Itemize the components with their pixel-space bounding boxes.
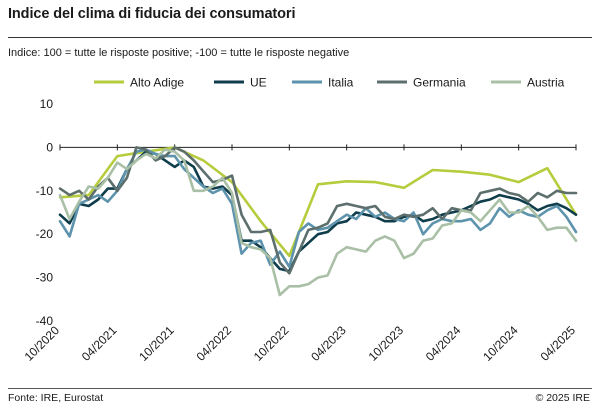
y-tick-label: -20 xyxy=(36,227,54,241)
x-tick-label: 04/2022 xyxy=(194,323,235,364)
series-line-italia xyxy=(58,148,578,269)
copyright-note: © 2025 IRE xyxy=(535,392,590,404)
y-tick-label: -10 xyxy=(36,184,54,198)
y-tick-label: -30 xyxy=(36,271,54,285)
y-tick-label: -40 xyxy=(36,314,54,328)
source-note: Fonte: IRE, Eurostat xyxy=(8,392,104,404)
x-tick-label: 10/2020 xyxy=(22,323,63,364)
chart-series xyxy=(58,146,578,297)
legend-label: Germania xyxy=(413,76,466,90)
chart-legend: Alto Adige UE Italia Germania Austria xyxy=(94,76,565,90)
legend-label: UE xyxy=(250,76,267,90)
x-tick-label: 10/2021 xyxy=(136,323,177,364)
y-tick-label: 10 xyxy=(40,97,54,111)
y-tick-label: 0 xyxy=(46,140,53,154)
legend-label: Italia xyxy=(328,76,354,90)
legend-label: Austria xyxy=(527,76,565,90)
header-divider xyxy=(8,37,592,38)
legend-label: Alto Adige xyxy=(130,76,184,90)
page-title: Indice del clima di fiducia dei consumat… xyxy=(8,6,296,22)
footer-divider xyxy=(8,388,592,389)
chart-subtitle: Indice: 100 = tutte le risposte positive… xyxy=(8,47,350,59)
series-line-germania xyxy=(58,146,578,275)
x-tick-label: 10/2023 xyxy=(366,323,407,364)
x-tick-label: 10/2022 xyxy=(251,323,292,364)
x-tick-label: 04/2021 xyxy=(79,323,120,364)
x-tick-label: 04/2025 xyxy=(538,323,579,364)
x-tick-label: 10/2024 xyxy=(480,323,521,364)
x-tick-label: 04/2024 xyxy=(423,323,464,364)
series-line-ue xyxy=(58,150,578,273)
x-tick-label: 04/2023 xyxy=(308,323,349,364)
series-line-austria xyxy=(58,148,578,297)
